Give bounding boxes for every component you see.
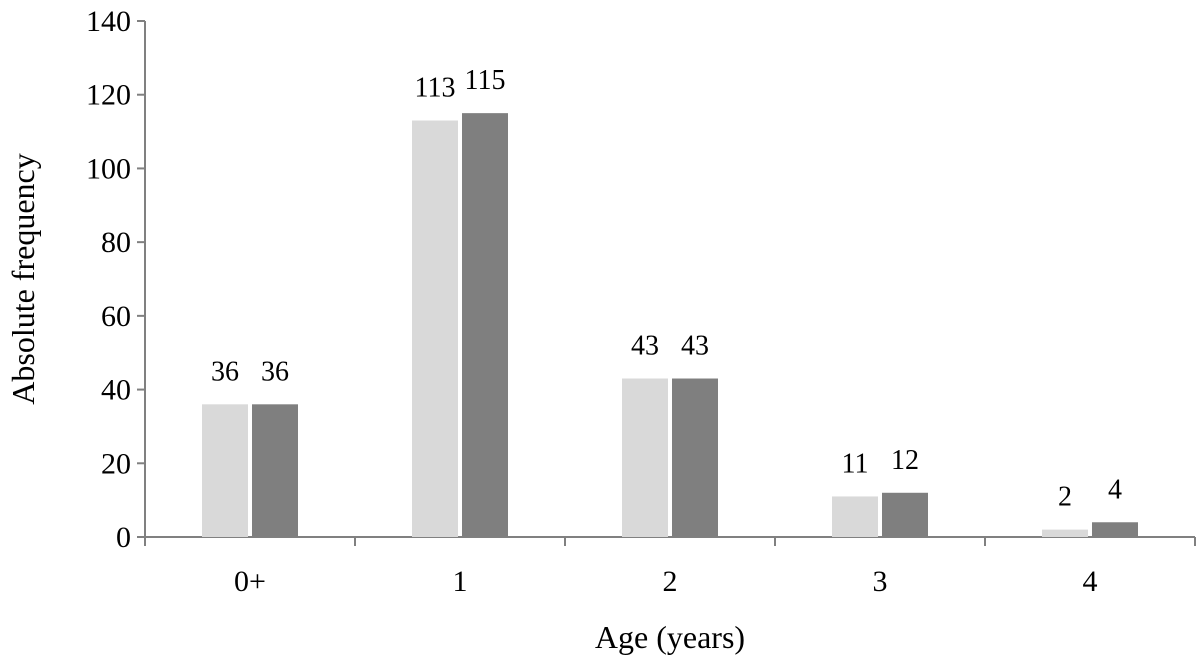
data-label: 12 xyxy=(891,445,919,476)
y-tick-label: 20 xyxy=(101,447,131,480)
bar xyxy=(672,378,718,537)
bars xyxy=(202,113,1138,538)
x-axis-ticks: 0+ 1 2 3 4 xyxy=(144,537,1196,598)
data-label: 11 xyxy=(842,448,869,479)
data-label: 115 xyxy=(465,65,506,96)
bar xyxy=(622,378,668,537)
x-axis-title: Age (years) xyxy=(595,619,745,655)
bar xyxy=(882,492,928,537)
x-tick-label: 3 xyxy=(873,565,888,598)
y-axis-ticks: 0 20 40 60 80 100 120 140 xyxy=(86,5,145,554)
bar xyxy=(412,120,458,537)
y-tick-label: 40 xyxy=(101,374,131,407)
y-tick-label: 60 xyxy=(101,300,131,333)
y-tick-label: 80 xyxy=(101,226,131,259)
x-tick-label: 1 xyxy=(453,565,468,598)
bar xyxy=(202,404,248,537)
data-label: 4 xyxy=(1108,474,1122,505)
axes xyxy=(144,21,1195,538)
y-tick-label: 0 xyxy=(116,521,131,554)
bar xyxy=(462,113,508,538)
data-label: 36 xyxy=(211,356,239,387)
data-label: 113 xyxy=(415,73,456,104)
bar xyxy=(1042,529,1088,537)
x-tick-label: 2 xyxy=(663,565,678,598)
data-label: 36 xyxy=(261,356,289,387)
x-tick-label: 0+ xyxy=(234,565,266,598)
bar xyxy=(252,404,298,537)
x-tick-label: 4 xyxy=(1083,565,1098,598)
data-label: 43 xyxy=(631,331,659,362)
y-tick-label: 120 xyxy=(86,79,131,112)
data-label: 43 xyxy=(681,331,709,362)
y-tick-label: 140 xyxy=(86,5,131,38)
bar xyxy=(832,496,878,537)
data-label: 2 xyxy=(1058,482,1072,513)
y-tick-label: 100 xyxy=(86,152,131,185)
bar xyxy=(1092,522,1138,537)
data-labels: 36 36 113 115 43 43 11 12 2 4 xyxy=(211,65,1122,512)
y-axis-title: Absolute frequency xyxy=(5,153,41,404)
